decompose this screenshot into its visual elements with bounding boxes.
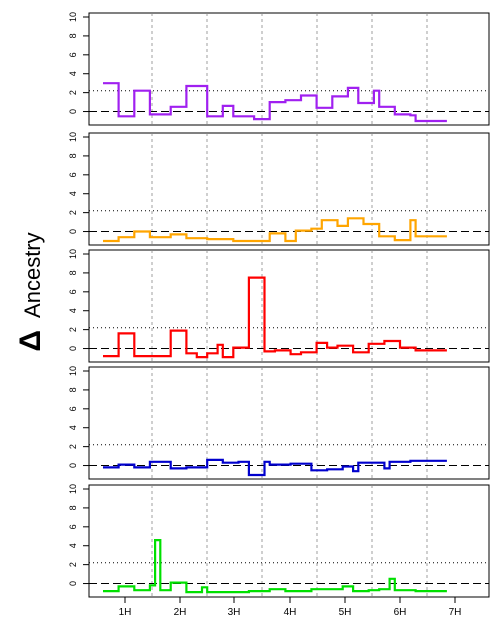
y-tick-label: 8 — [68, 270, 78, 275]
y-tick-label: 6 — [68, 524, 78, 529]
y-tick-label: 2 — [68, 444, 78, 449]
y-tick-label: 4 — [68, 71, 78, 76]
x-axis: 1H 2H 3H 4H 5H 6H 7H — [119, 597, 462, 618]
y-tick-label: 0 — [68, 109, 78, 114]
ancestry-step-series — [103, 217, 447, 243]
y-tick-label: 10 — [68, 249, 78, 259]
panel-frame — [88, 366, 490, 480]
y-tick-label: 2 — [68, 327, 78, 332]
ancestry-word: Ancestry — [20, 232, 45, 318]
y-tick-label: 4 — [68, 425, 78, 430]
panel-2: 0 2 4 6 8 10 — [68, 132, 490, 246]
delta-symbol: Δ — [14, 330, 47, 352]
y-tick-label: 10 — [68, 484, 78, 494]
panel-4: 0 2 4 6 8 10 — [68, 366, 490, 480]
panel-3: 0 2 4 6 8 10 — [68, 249, 490, 363]
x-tick-label: 3H — [228, 607, 241, 618]
y-tick-label: 8 — [68, 33, 78, 38]
x-tick-label: 4H — [284, 607, 297, 618]
y-tick-label: 8 — [68, 153, 78, 158]
ancestry-step-series — [103, 276, 447, 359]
y-tick-label: 6 — [68, 172, 78, 177]
y-tick-label: 2 — [68, 90, 78, 95]
y-tick-label: 10 — [68, 12, 78, 22]
y-tick-label: 0 — [68, 581, 78, 586]
x-tick-label: 2H — [174, 607, 187, 618]
y-tick-label: 4 — [68, 308, 78, 313]
y-tick-label: 4 — [68, 191, 78, 196]
y-tick-label: 6 — [68, 289, 78, 294]
panel-frame — [88, 12, 490, 126]
y-tick-label: 4 — [68, 543, 78, 548]
ancestry-step-series — [103, 458, 447, 477]
y-tick-label: 2 — [68, 562, 78, 567]
panel-5: 0 2 4 6 8 10 — [68, 484, 490, 598]
x-tick-label: 1H — [119, 607, 132, 618]
ancestry-step-series — [103, 82, 447, 123]
y-axis-label: Δ Ancestry — [14, 232, 47, 351]
y-tick-label: 0 — [68, 229, 78, 234]
y-tick-label: 10 — [68, 132, 78, 142]
x-tick-label: 7H — [449, 607, 462, 618]
ancestry-step-series — [103, 539, 447, 594]
y-tick-label: 6 — [68, 52, 78, 57]
x-tick-label: 5H — [339, 607, 352, 618]
panel-frame — [88, 132, 490, 246]
y-tick-label: 2 — [68, 210, 78, 215]
panel-frame — [88, 249, 490, 363]
y-axis-label-text: Δ Ancestry — [14, 232, 47, 351]
y-tick-label: 8 — [68, 387, 78, 392]
x-tick-label: 6H — [394, 607, 407, 618]
panels-group: 0 2 4 6 8 10 0 2 4 6 8 10 0 2 4 6 8 10 0 2 4 6 8 10 0 2 4 6 8 10 — [68, 12, 490, 598]
panel-1: 0 2 4 6 8 10 — [68, 12, 490, 126]
y-tick-label: 0 — [68, 463, 78, 468]
panel-frame — [88, 484, 490, 598]
y-tick-label: 8 — [68, 505, 78, 510]
y-tick-label: 6 — [68, 406, 78, 411]
y-tick-label: 0 — [68, 346, 78, 351]
y-tick-label: 10 — [68, 366, 78, 376]
